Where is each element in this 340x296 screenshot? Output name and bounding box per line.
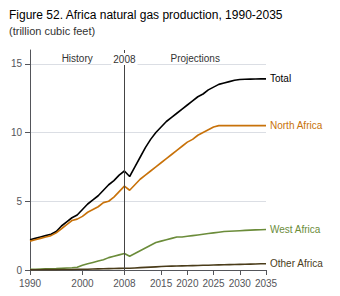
svg-text:2030: 2030 [229, 278, 252, 289]
svg-text:Total: Total [270, 73, 291, 84]
svg-text:2008: 2008 [113, 278, 136, 289]
svg-text:Figure 52. Africa natural gas: Figure 52. Africa natural gas production… [9, 8, 283, 22]
svg-text:2035: 2035 [255, 278, 278, 289]
svg-text:2025: 2025 [202, 278, 225, 289]
svg-text:(trillion cubic feet): (trillion cubic feet) [9, 25, 95, 37]
svg-text:2015: 2015 [150, 278, 173, 289]
svg-text:History: History [62, 53, 93, 64]
svg-text:0: 0 [16, 265, 22, 276]
svg-text:Projections: Projections [170, 53, 219, 64]
svg-text:2000: 2000 [71, 278, 94, 289]
svg-text:5: 5 [16, 196, 22, 207]
svg-text:West Africa: West Africa [270, 224, 321, 235]
svg-text:2020: 2020 [176, 278, 199, 289]
svg-text:Other Africa: Other Africa [270, 258, 323, 269]
svg-text:2008: 2008 [113, 54, 136, 65]
svg-text:15: 15 [11, 58, 23, 69]
svg-text:10: 10 [11, 127, 23, 138]
svg-text:1990: 1990 [19, 278, 42, 289]
svg-text:North Africa: North Africa [270, 120, 323, 131]
